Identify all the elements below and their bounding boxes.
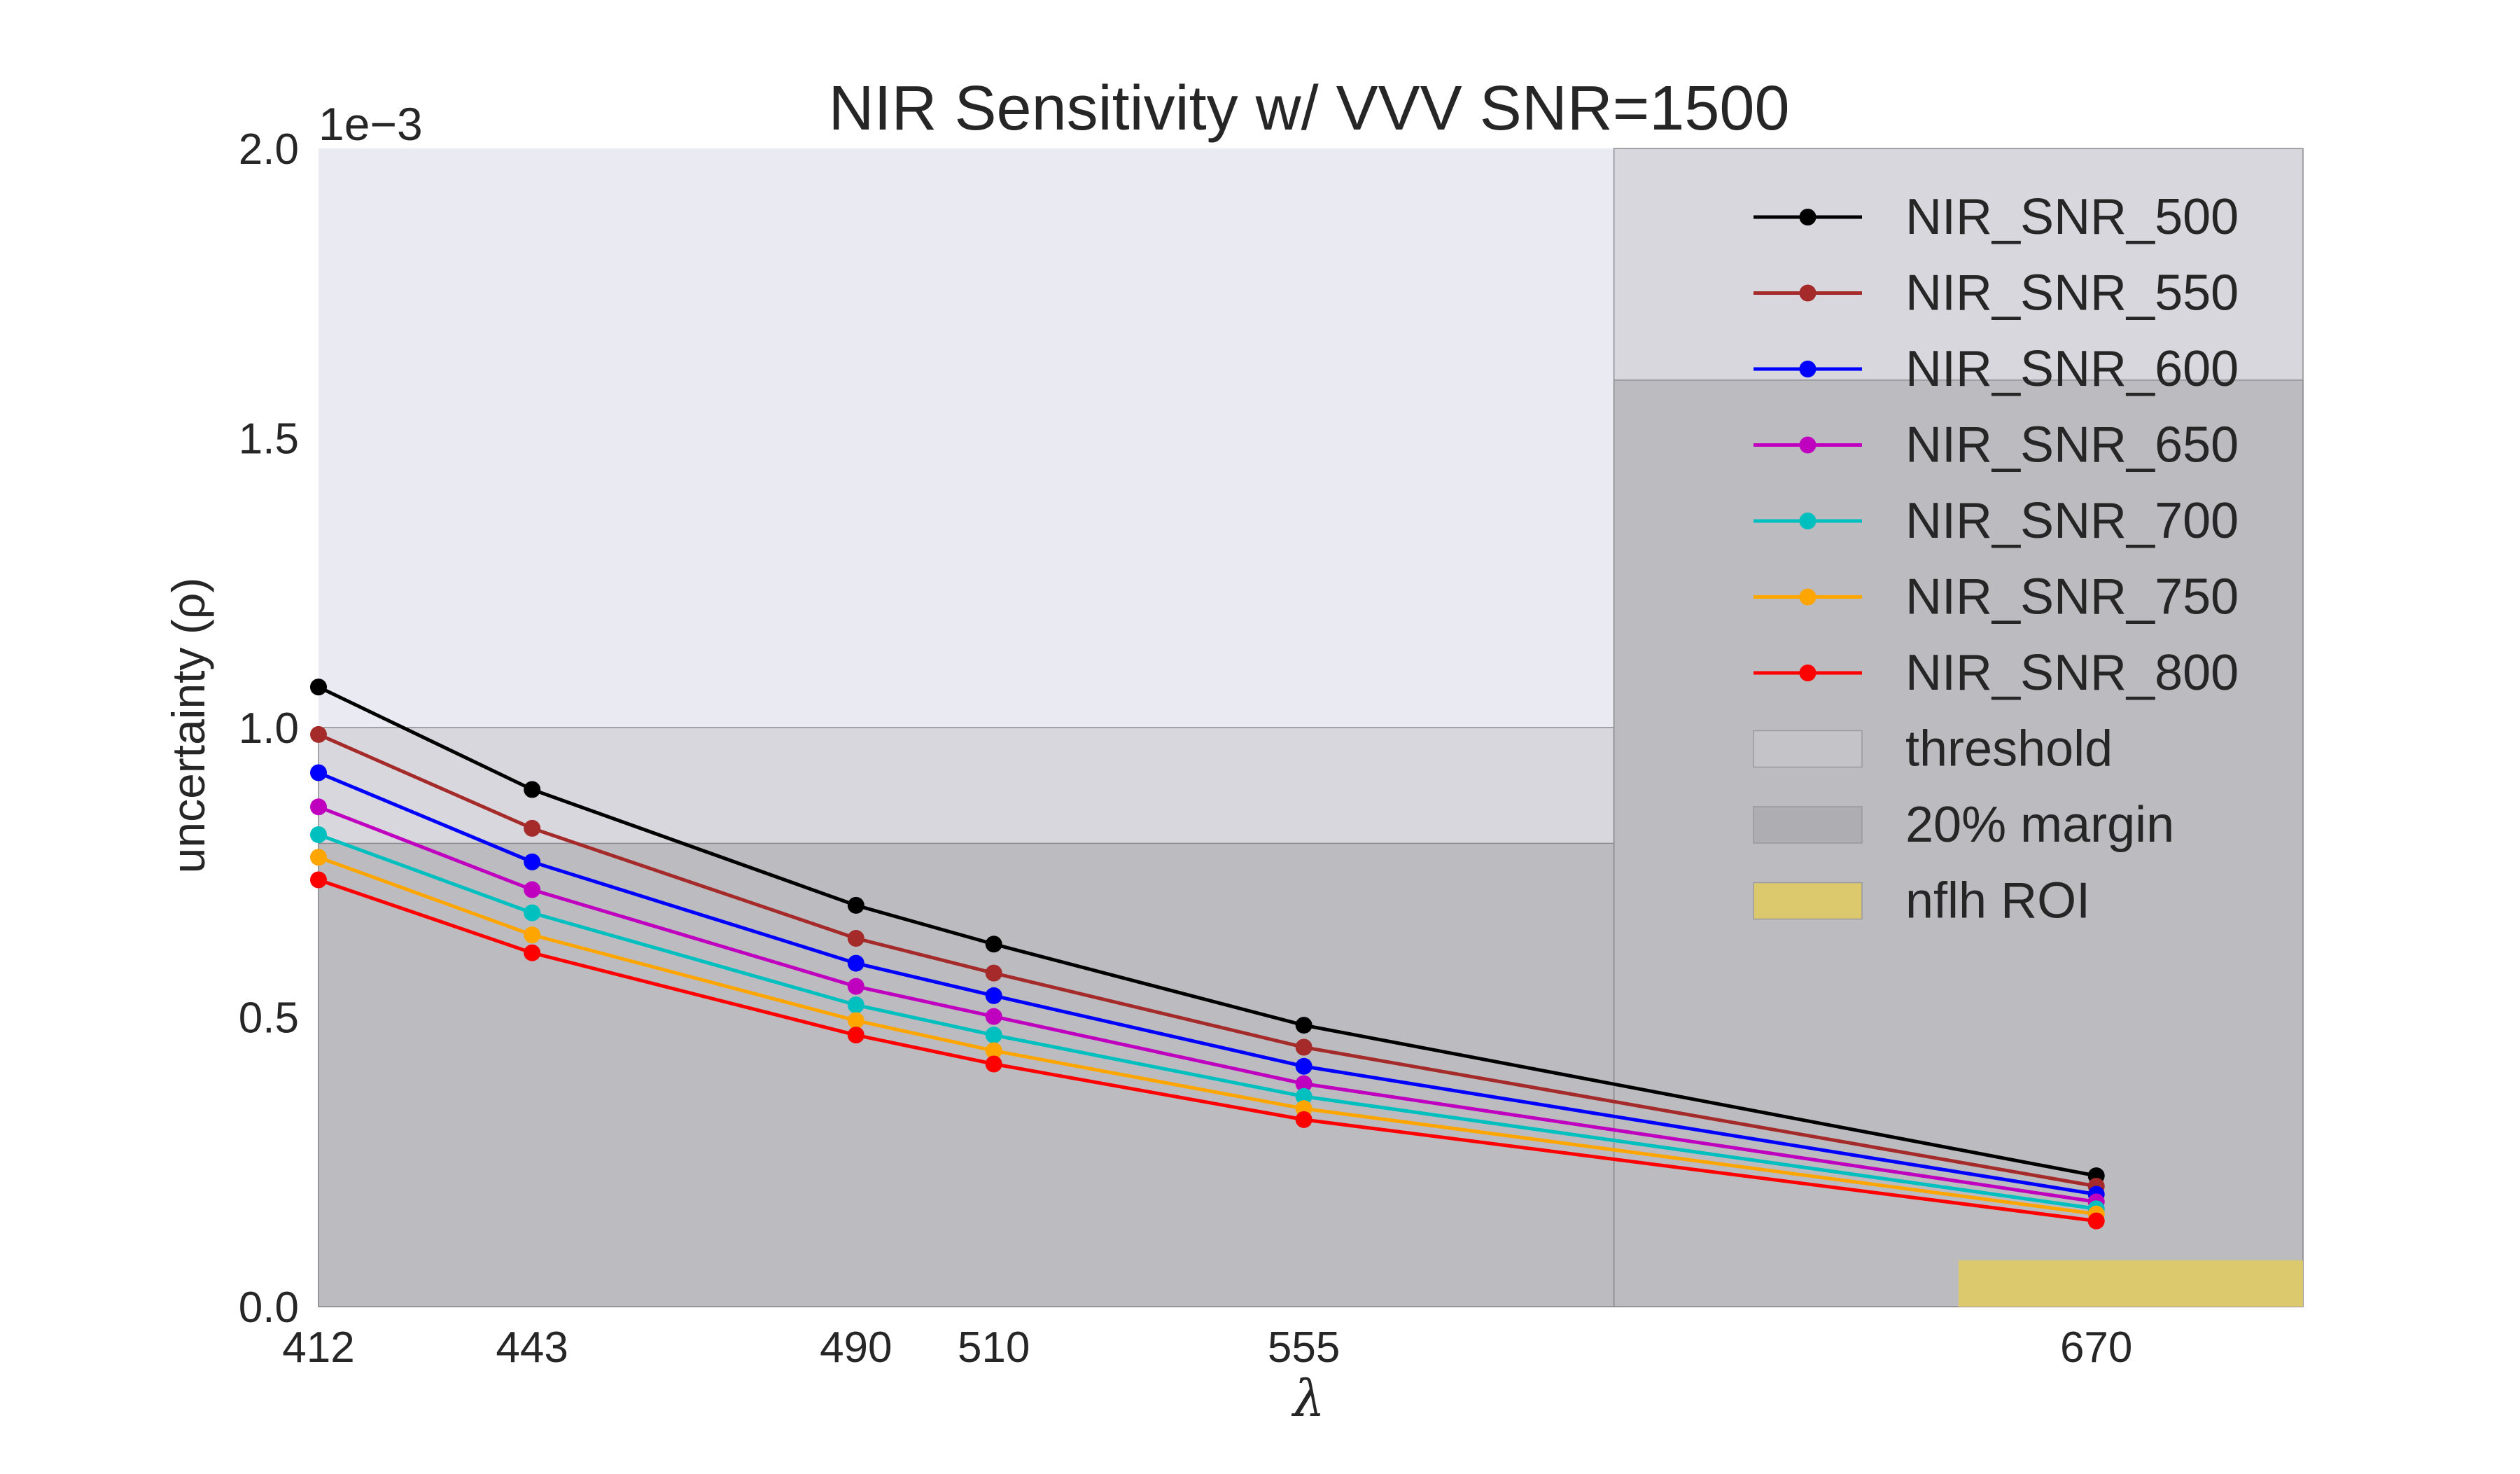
series-line-nir_snr_800 bbox=[318, 878, 2097, 1223]
series-lines bbox=[317, 685, 2097, 1223]
legend-marker bbox=[1799, 209, 1816, 225]
data-point bbox=[2087, 1212, 2105, 1230]
data-point bbox=[310, 679, 327, 696]
x-tick-label: 555 bbox=[1268, 1323, 1340, 1372]
data-point bbox=[1295, 1087, 1312, 1105]
data-point bbox=[847, 896, 864, 914]
data-point bbox=[310, 849, 327, 866]
data-point bbox=[524, 881, 541, 898]
legend-item: NIR_SNR_750 bbox=[1754, 569, 2239, 625]
y-tick-label: 1.5 bbox=[239, 415, 299, 464]
data-point bbox=[524, 904, 541, 922]
data-point bbox=[847, 978, 864, 995]
x-tick-label: 490 bbox=[820, 1323, 892, 1372]
data-point bbox=[310, 826, 327, 843]
legend-label: threshold bbox=[1905, 721, 2113, 777]
series-line-nir_snr_650 bbox=[318, 805, 2097, 1204]
legend-label: 20% margin bbox=[1905, 797, 2174, 853]
data-point bbox=[985, 1042, 1002, 1059]
series-points bbox=[310, 679, 2105, 1230]
legend: NIR_SNR_500 NIR_SNR_550 NIR_SNR_600 NIR_SNR… bbox=[1753, 189, 2239, 929]
legend-item: NIR_SNR_600 bbox=[1754, 341, 2239, 397]
x-tick-label: 412 bbox=[282, 1323, 354, 1372]
legend-label: NIR_SNR_800 bbox=[1905, 645, 2239, 701]
data-point bbox=[524, 781, 541, 798]
data-point bbox=[847, 1012, 864, 1029]
data-point bbox=[985, 1027, 1002, 1044]
data-point bbox=[847, 1027, 864, 1044]
data-point bbox=[985, 964, 1002, 982]
y-axis-ticks: 0.0 0.5 1.0 1.5 2.0 bbox=[239, 125, 299, 1332]
legend-label: nflh ROI bbox=[1905, 873, 2090, 929]
data-point bbox=[1295, 1057, 1312, 1075]
data-point bbox=[1295, 1038, 1312, 1056]
legend-marker bbox=[1799, 284, 1816, 302]
data-point bbox=[310, 798, 327, 816]
legend-item: NIR_SNR_650 bbox=[1754, 417, 2239, 473]
legend-label: NIR_SNR_600 bbox=[1905, 341, 2239, 397]
y-tick-label: 0.5 bbox=[239, 994, 299, 1043]
x-tick-label: 510 bbox=[958, 1323, 1030, 1372]
data-point bbox=[310, 725, 327, 743]
y-axis-label: uncertainty (ρ) bbox=[162, 578, 214, 874]
legend-marker bbox=[1799, 588, 1816, 606]
legend-marker bbox=[1799, 361, 1816, 377]
data-point bbox=[1295, 1111, 1312, 1128]
legend-label: NIR_SNR_650 bbox=[1905, 417, 2239, 473]
legend-item: NIR_SNR_500 bbox=[1754, 189, 2239, 245]
legend-marker bbox=[1799, 665, 1816, 681]
legend-label: NIR_SNR_700 bbox=[1905, 493, 2239, 549]
y-axis-scale-label: 1e−3 bbox=[318, 98, 423, 150]
region-20-margin-band bbox=[1613, 380, 2304, 1307]
shaded-regions bbox=[318, 148, 2304, 1307]
x-tick-label: 670 bbox=[2060, 1323, 2132, 1372]
legend-item: NIR_SNR_800 bbox=[1754, 645, 2239, 701]
y-tick-label: 1.0 bbox=[239, 704, 299, 753]
legend-patch-swatch bbox=[1753, 806, 1863, 844]
y-tick-label: 0.0 bbox=[239, 1284, 299, 1332]
data-point bbox=[847, 996, 864, 1014]
region-20-margin-band bbox=[318, 842, 1615, 1307]
series-line-nir_snr_550 bbox=[317, 732, 2097, 1188]
data-point bbox=[985, 987, 1002, 1004]
data-point bbox=[310, 871, 327, 889]
legend-patch-swatch bbox=[1753, 882, 1863, 920]
data-point bbox=[985, 936, 1002, 953]
data-point bbox=[1295, 1075, 1312, 1092]
x-tick-label: 443 bbox=[496, 1323, 568, 1372]
legend-item: NIR_SNR_550 bbox=[1754, 265, 2239, 321]
x-axis-label: λ bbox=[1291, 1369, 1325, 1428]
data-point bbox=[310, 764, 327, 781]
legend-marker bbox=[1799, 436, 1816, 454]
x-axis-ticks: 412 443 490 510 555 670 bbox=[282, 1323, 2132, 1372]
legend-item: nflh ROI bbox=[1753, 873, 2090, 929]
series-line-nir_snr_750 bbox=[318, 855, 2097, 1216]
data-point bbox=[985, 1008, 1002, 1025]
series-line-nir_snr_600 bbox=[318, 771, 2097, 1197]
y-tick-label: 2.0 bbox=[239, 125, 299, 174]
data-point bbox=[847, 954, 864, 972]
data-point bbox=[524, 853, 541, 870]
chart-title: NIR Sensitivity w/ VVV SNR=1500 bbox=[828, 74, 1789, 144]
region-nflh-roi-band bbox=[1958, 1260, 2303, 1307]
legend-label: NIR_SNR_750 bbox=[1905, 569, 2239, 625]
legend-item: NIR_SNR_700 bbox=[1754, 493, 2239, 549]
data-point bbox=[1295, 1017, 1312, 1034]
data-point bbox=[524, 926, 541, 944]
data-point bbox=[524, 819, 541, 837]
legend-label: NIR_SNR_500 bbox=[1905, 189, 2239, 245]
legend-label: NIR_SNR_550 bbox=[1905, 265, 2239, 321]
series-line-nir_snr_500 bbox=[317, 685, 2097, 1178]
legend-item: 20% margin bbox=[1753, 797, 2174, 853]
data-point bbox=[847, 930, 864, 947]
data-point bbox=[524, 944, 541, 961]
legend-marker bbox=[1799, 513, 1816, 529]
series-line-nir_snr_700 bbox=[318, 833, 2097, 1211]
legend-patch-swatch bbox=[1753, 730, 1863, 768]
data-point bbox=[985, 1055, 1002, 1073]
legend-item: threshold bbox=[1753, 721, 2113, 777]
